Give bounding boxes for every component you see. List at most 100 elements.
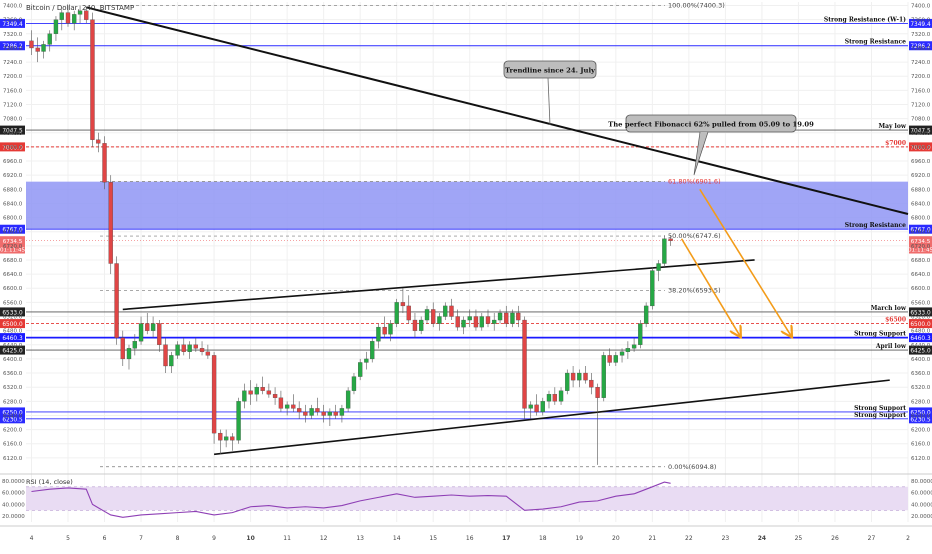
candle [358, 358, 363, 381]
candle-body [497, 312, 503, 321]
candle [388, 320, 393, 342]
candle-body [388, 323, 393, 335]
price-axis-label-left: 7080.0 [3, 117, 23, 123]
time-axis-label: 22 [685, 535, 693, 542]
price-axis-label-right: 7400.0 [911, 4, 931, 10]
rsi-tick-left: 80.0000 [2, 479, 25, 485]
level-tag-right: 7047.5 [910, 129, 931, 135]
candle-body [315, 408, 320, 413]
time-axis-label: 27 [868, 535, 876, 542]
level-tag-left: 6425.0 [2, 349, 23, 355]
candle [138, 316, 144, 345]
level-label: $6500 [885, 317, 906, 324]
candle-body [565, 372, 570, 391]
price-tag-right-bg [909, 244, 932, 254]
candle [455, 309, 460, 331]
candle [473, 309, 479, 331]
rsi-tick-right: 80.0000 [911, 479, 932, 485]
candle [157, 320, 162, 352]
price-axis-label-right: 7280.0 [911, 46, 931, 52]
candle-body [485, 316, 491, 324]
candle-body [272, 394, 278, 398]
price-axis-label-left: 6880.0 [3, 187, 23, 193]
rsi-tick-right: 40.0000 [911, 502, 932, 508]
candle-body [443, 305, 448, 317]
candle-body [138, 323, 144, 342]
candle-body [108, 182, 113, 264]
candle [223, 429, 229, 448]
candle [315, 397, 320, 416]
price-axis-label-right: 7320.0 [911, 32, 931, 38]
candle [595, 383, 600, 465]
level-label: May low [878, 123, 906, 130]
price-axis-label-left: 7240.0 [3, 60, 23, 66]
price-axis-label-left: 6520.0 [3, 315, 23, 321]
candle [412, 312, 418, 338]
candle [497, 309, 503, 324]
price-tag-left-bg [0, 244, 25, 254]
candle-body [278, 397, 284, 409]
price-axis-label-left: 7280.0 [3, 46, 23, 52]
candle-body [145, 323, 150, 331]
fib-callout-pointer [693, 131, 709, 176]
level-tag-right: 6250.0 [910, 410, 931, 416]
price-axis-label-left: 7320.0 [3, 32, 23, 38]
candle [418, 316, 424, 335]
candle-body [376, 326, 381, 342]
candle-body [199, 348, 205, 352]
candle-body [77, 10, 83, 15]
candle [638, 320, 643, 349]
level-tag-left: 6500.0 [2, 322, 23, 328]
level-tag-right-bg [909, 125, 932, 135]
candle [625, 341, 631, 359]
time-axis-label: 23 [722, 535, 730, 542]
candle [230, 433, 235, 451]
level-label: April low [875, 343, 907, 350]
time-axis-label: 25 [795, 535, 803, 542]
price-axis-label-right: 6600.0 [911, 286, 931, 292]
candle [449, 298, 454, 321]
candle-body [211, 355, 217, 434]
candle-body [84, 10, 89, 20]
candle-body [358, 362, 363, 377]
level-tag-left-bg [0, 224, 25, 234]
level-tag-left-bg [0, 41, 25, 51]
candle-body [668, 238, 673, 241]
candle [558, 387, 564, 405]
candle-body [333, 411, 338, 416]
price-axis-label-left: 7200.0 [3, 74, 23, 80]
candle [650, 267, 655, 310]
trendline-callout-text: Trendline since 24. July [505, 67, 596, 75]
candle-body [327, 411, 333, 416]
time-axis-label: 7 [139, 535, 143, 542]
candle [534, 394, 539, 416]
candle [47, 30, 52, 52]
candle-body [522, 319, 527, 409]
price-axis-label-left: 6840.0 [3, 201, 23, 207]
rsi-tick-right: 20.0000 [911, 514, 932, 520]
candle [333, 404, 338, 419]
price-axis-label-left: 6920.0 [3, 173, 23, 179]
candle [132, 334, 138, 356]
chart-title: Bitcoin / Dollar, 240, BITSTAMP [26, 4, 134, 12]
time-axis-label: 10 [246, 535, 254, 542]
candle-body [382, 326, 387, 335]
candle-body [461, 319, 466, 328]
channel-upper [122, 259, 755, 311]
candle [406, 295, 411, 324]
candle-body [364, 358, 369, 363]
candle [370, 337, 375, 363]
candle-body [510, 312, 515, 324]
price-axis-label-right: 6200.0 [911, 428, 931, 434]
candle-body [242, 390, 247, 402]
candle [351, 373, 357, 395]
price-tag-right-bg [909, 236, 932, 246]
candle [565, 369, 570, 395]
candle-body [90, 19, 95, 140]
candle-body [59, 12, 64, 20]
price-axis-label-right: 7360.0 [911, 18, 931, 24]
candle [90, 12, 95, 147]
level-tag-right-bg [909, 41, 932, 51]
rsi-band [26, 486, 908, 511]
